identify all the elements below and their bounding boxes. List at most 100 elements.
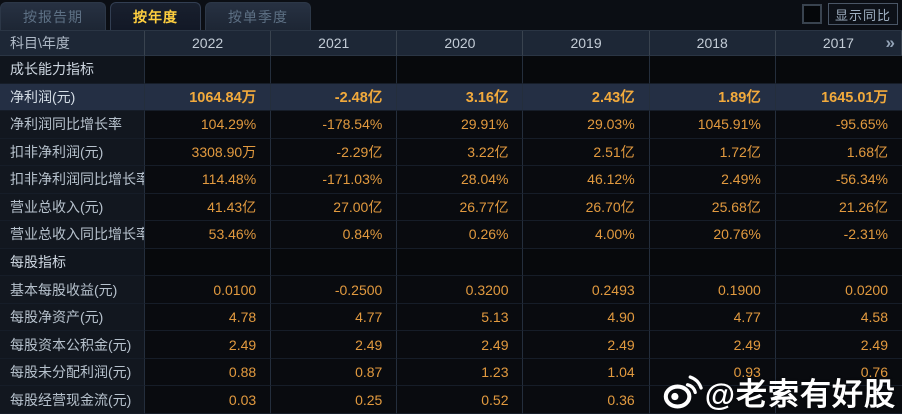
value-cell-2019: 0.36: [523, 386, 650, 414]
value-cell-2021: 27.00亿: [271, 193, 398, 222]
value-cell-2017: 1.68亿: [775, 138, 902, 167]
corner-header-label: 科目\年度: [10, 35, 70, 51]
value-cell-2018: 2.49%: [649, 166, 776, 194]
value-cell-2019: 2.51亿: [523, 138, 650, 167]
value-cell-2018: 0.93: [649, 358, 776, 387]
year-header-label: 2019: [570, 35, 602, 51]
year-header-label: 2018: [696, 35, 728, 51]
indicator-table: 科目\年度 2022 2021 2020 2019 2018 2017 » 成长能力指标 净利…: [0, 30, 902, 414]
table-row: 每股净资产(元) 4.78 4.77 5.13 4.90 4.77 4.58: [0, 303, 902, 332]
value-cell-2022: [145, 56, 272, 84]
value-cell-2022: 2.49: [145, 331, 272, 359]
row-label: 净利润同比增长率: [0, 111, 145, 139]
value-cell-2022: 0.03: [145, 386, 272, 414]
value-cell-2018: [649, 248, 776, 277]
row-label: 净利润(元): [0, 83, 145, 112]
value-cell-2017: [775, 56, 902, 84]
row-label: 每股资本公积金(元): [0, 331, 145, 359]
row-label: 每股净资产(元): [0, 303, 145, 332]
value-cell-2020: [397, 248, 524, 277]
value-cell-2017: -95.65%: [775, 111, 902, 139]
value-cell-2019: 4.90: [523, 303, 650, 332]
value-cell-2017: 0.76: [775, 358, 902, 387]
value-cell-2018: 0.1900: [649, 276, 776, 304]
value-cell-2022: 3308.90万: [145, 138, 272, 167]
value-cell-2021: -0.2500: [271, 276, 398, 304]
row-label: 成长能力指标: [0, 56, 145, 84]
value-cell-2018: 1.89亿: [649, 83, 776, 112]
value-cell-2019: 2.49: [523, 331, 650, 359]
value-cell-2018: 1.72亿: [649, 138, 776, 167]
table-row: 扣非净利润(元) 3308.90万 -2.29亿 3.22亿 2.51亿 1.72亿 1.6…: [0, 138, 902, 167]
value-cell-2021: -178.54%: [271, 111, 398, 139]
tab-1-active[interactable]: 按年度: [110, 2, 201, 30]
value-cell-2020: 26.77亿: [397, 193, 524, 222]
value-cell-2020: 5.13: [397, 303, 524, 332]
show-yoy-label: 显示同比: [834, 7, 891, 23]
value-cell-2019: [523, 56, 650, 84]
year-header-2020: 2020: [397, 31, 524, 56]
value-cell-2022: 41.43亿: [145, 193, 272, 222]
value-cell-2020: 1.23: [397, 358, 524, 387]
row-label: 扣非净利润(元): [0, 138, 145, 167]
value-cell-2021: -171.03%: [271, 166, 398, 194]
value-cell-2020: 0.52: [397, 386, 524, 414]
year-header-label: 2021: [318, 35, 350, 51]
value-cell-2019: 29.03%: [523, 111, 650, 139]
year-header-label: 2017: [822, 35, 854, 51]
more-years-chevron-icon[interactable]: »: [885, 33, 895, 52]
table-row: 扣非净利润同比增长率 114.48% -171.03% 28.04% 46.12% 2.4…: [0, 166, 902, 194]
value-cell-2019: 26.70亿: [523, 193, 650, 222]
value-cell-2022: 53.46%: [145, 221, 272, 249]
period-tabbar: 按报告期 按年度 按单季度 显示同比: [0, 0, 902, 30]
row-label: 营业总收入同比增长率: [0, 221, 145, 249]
tabbar-right-controls: 显示同比: [801, 3, 898, 25]
row-label: 扣非净利润同比增长率: [0, 166, 145, 194]
value-cell-2019: 1.04: [523, 358, 650, 387]
value-cell-2021: [271, 56, 398, 84]
value-cell-2020: 28.04%: [397, 166, 524, 194]
value-cell-2017: 2.49: [775, 331, 902, 359]
table-row: 每股未分配利润(元) 0.88 0.87 1.23 1.04 0.93 0.76: [0, 358, 902, 387]
value-cell-2021: -2.48亿: [271, 83, 398, 112]
value-cell-2019: 0.2493: [523, 276, 650, 304]
value-cell-2022: 114.48%: [145, 166, 272, 194]
year-header-label: 2020: [444, 35, 476, 51]
value-cell-2017: 1645.01万: [775, 83, 902, 112]
value-cell-2017: -2.31%: [775, 221, 902, 249]
value-cell-2021: 0.25: [271, 386, 398, 414]
row-label: 每股经营现金流(元): [0, 386, 145, 414]
value-cell-2020: 0.3200: [397, 276, 524, 304]
value-cell-2020: 2.49: [397, 331, 524, 359]
value-cell-2022: 4.78: [145, 303, 272, 332]
value-cell-2021: 4.77: [271, 303, 398, 332]
value-cell-2022: 1064.84万: [145, 83, 272, 112]
period-tabs: 按报告期 按年度 按单季度: [0, 0, 315, 30]
value-cell-2019: 46.12%: [523, 166, 650, 194]
value-cell-2021: [271, 248, 398, 277]
tab-0[interactable]: 按报告期: [0, 2, 106, 30]
value-cell-2020: [397, 56, 524, 84]
value-cell-2020: 0.26%: [397, 221, 524, 249]
value-cell-2018: 20.76%: [649, 221, 776, 249]
tab-2[interactable]: 按单季度: [205, 2, 311, 30]
value-cell-2018: [649, 386, 776, 414]
year-header-2018: 2018: [649, 31, 776, 56]
value-cell-2017: 21.26亿: [775, 193, 902, 222]
show-yoy-checkbox[interactable]: [801, 4, 822, 24]
table-row: 基本每股收益(元) 0.0100 -0.2500 0.3200 0.2493 0.1900…: [0, 276, 902, 304]
show-yoy-toggle[interactable]: 显示同比: [827, 3, 898, 25]
value-cell-2018: 4.77: [649, 303, 776, 332]
table-row: 营业总收入(元) 41.43亿 27.00亿 26.77亿 26.70亿 25.68亿 21…: [0, 193, 902, 222]
value-cell-2018: 25.68亿: [649, 193, 776, 222]
value-cell-2022: 104.29%: [145, 111, 272, 139]
value-cell-2021: -2.29亿: [271, 138, 398, 167]
table-row: 净利润同比增长率 104.29% -178.54% 29.91% 29.03% 1045.…: [0, 111, 902, 139]
row-label: 每股指标: [0, 248, 145, 277]
value-cell-2019: 4.00%: [523, 221, 650, 249]
corner-header-cell: 科目\年度: [0, 31, 145, 56]
value-cell-2020: 3.16亿: [397, 83, 524, 112]
value-cell-2018: 2.49: [649, 331, 776, 359]
value-cell-2022: 0.88: [145, 358, 272, 387]
